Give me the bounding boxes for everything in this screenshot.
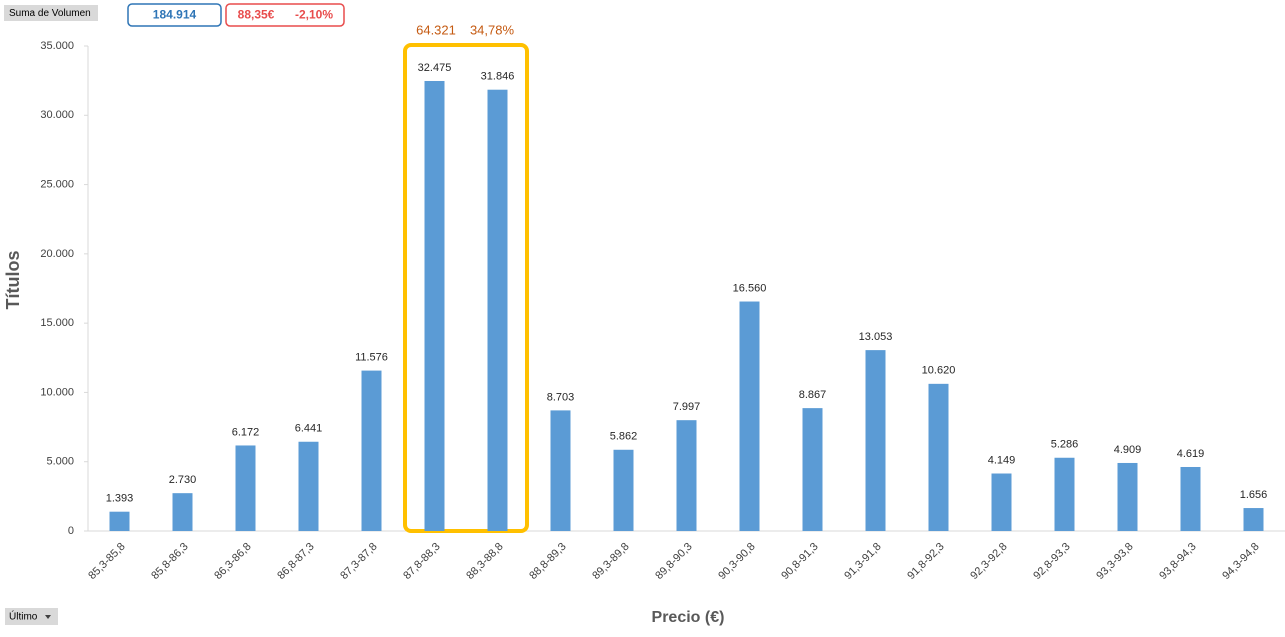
value-label: 7.997 [673,401,701,413]
value-label: 2.730 [169,474,197,486]
y-tick-label: 30.000 [40,109,74,121]
filter-button-label: Último [9,610,38,623]
x-tick-label: 91,3-91,8 [842,541,883,582]
change: -2,10% [295,8,333,22]
bar [424,80,445,531]
x-tick-label: 94,3-94,8 [1220,541,1261,582]
x-axis-title: Precio (€) [652,609,725,626]
x-tick-label: 92,3-92,8 [968,541,1009,582]
value-label: 16.560 [733,282,767,294]
value-label: 8.867 [799,389,827,401]
bar [865,350,886,531]
highlight-share: 34,78% [470,22,515,37]
bar [487,89,508,531]
bar [361,370,382,531]
bar [172,493,193,531]
highlight-sum: 64.321 [416,22,456,37]
highlight-frame [403,43,529,533]
field-button-label: Suma de Volumen [9,8,91,19]
bar [1117,462,1138,531]
bar [235,445,256,531]
value-label: 8.703 [547,391,575,403]
x-tick-label: 88,8-89,3 [527,541,568,582]
y-tick-label: 20.000 [40,248,74,260]
total-box [127,3,222,27]
y-tick-label: 0 [68,525,74,537]
value-label: 4.909 [1114,444,1142,456]
value-label: 13.053 [859,331,893,343]
x-tick-label: 91,8-92,3 [905,541,946,582]
bar [298,441,319,531]
y-tick-label: 10.000 [40,386,74,398]
value-label: 32.475 [418,62,452,74]
x-tick-label: 89,8-90,3 [653,541,694,582]
bar [928,383,949,531]
value-label: 6.172 [232,426,260,438]
x-tick-label: 86,8-87,3 [275,541,316,582]
filter-button[interactable] [5,608,58,625]
value-label: 5.862 [610,431,638,443]
bar [550,410,571,531]
value-label: 4.149 [988,454,1016,466]
total: 184.914 [153,8,197,22]
price: 88,35€ [238,8,275,22]
field-button[interactable] [4,5,98,21]
x-tick-label: 87,8-88,3 [401,541,442,582]
x-tick-label: 88,3-88,8 [464,541,505,582]
bar [1054,457,1075,531]
value-label: 11.576 [355,351,388,363]
price-box [225,3,345,27]
x-tick-label: 93,8-94,3 [1157,541,1198,582]
y-tick-label: 15.000 [40,317,74,329]
dropdown-arrow [45,615,51,619]
x-tick-label: 90,3-90,8 [716,541,757,582]
x-tick-label: 93,3-93,8 [1094,541,1135,582]
x-tick-label: 85,3-85,8 [86,541,127,582]
bar [991,473,1012,531]
x-tick-label: 92,8-93,3 [1031,541,1072,582]
bar [739,301,760,531]
value-label: 1.656 [1240,489,1268,501]
y-tick-label: 35.000 [40,40,74,52]
bar [109,511,130,531]
bar [802,408,823,531]
x-tick-label: 90,8-91,3 [779,541,820,582]
bar [1180,466,1201,531]
value-label: 1.393 [106,493,134,505]
x-tick-label: 87,3-87,8 [338,541,379,582]
x-tick-label: 89,3-89,8 [590,541,631,582]
bar [1243,508,1264,531]
value-label: 10.620 [922,365,956,377]
value-label: 6.441 [295,423,323,435]
value-label: 4.619 [1177,448,1205,460]
y-tick-label: 25.000 [40,178,74,190]
x-tick-label: 86,3-86,8 [212,541,253,582]
x-tick-label: 85,8-86,3 [149,541,190,582]
y-tick-label: 5.000 [46,456,74,468]
y-axis-title: Títulos [3,251,23,310]
bar [676,420,697,531]
value-label: 31.846 [481,71,515,83]
bar [613,449,634,531]
value-label: 5.286 [1051,439,1079,451]
